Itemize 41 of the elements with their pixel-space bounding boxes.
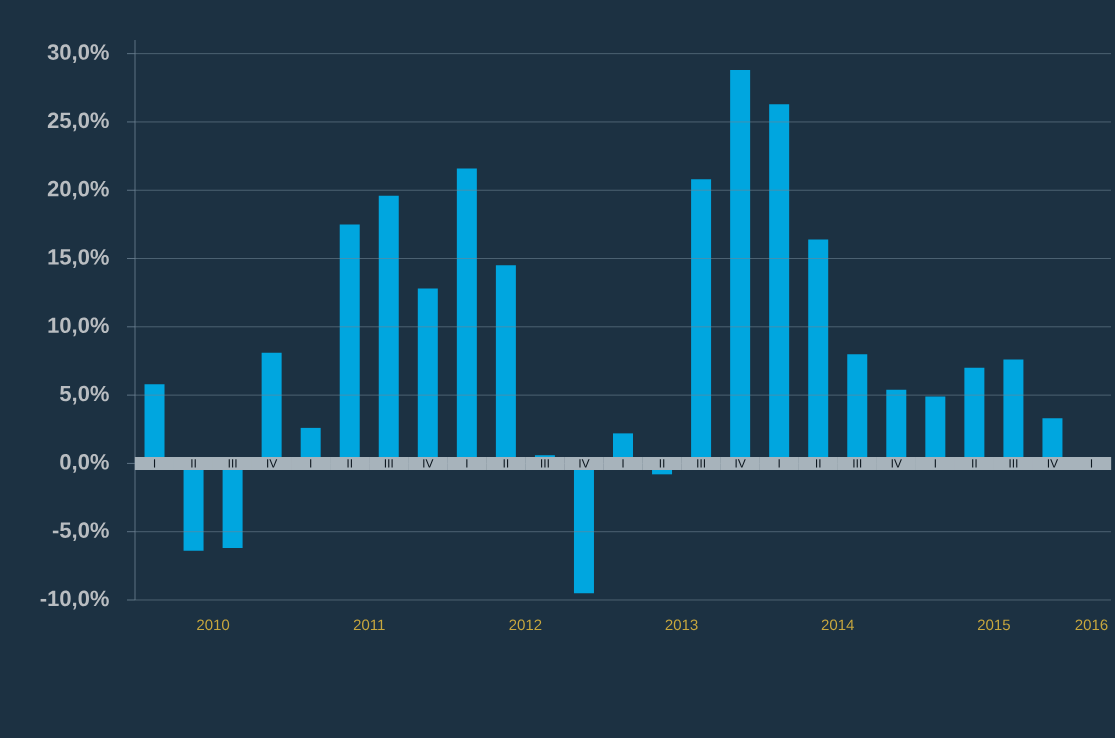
text: 2010	[197, 619, 230, 631]
x-tick-label: IV	[267, 459, 278, 468]
x-tick-label: IV	[735, 459, 746, 468]
x-tick-label: I	[310, 459, 312, 468]
x-tick-label: IV	[891, 459, 902, 468]
text: 2014	[821, 619, 854, 631]
x-tick-label: I	[1090, 459, 1093, 468]
y-tick-label: -10,0%	[40, 590, 109, 610]
x-tick-label: IV	[423, 459, 434, 468]
x-tick-label: I	[466, 459, 468, 468]
x-tick-label: II	[815, 459, 821, 468]
x-tick-label: III	[384, 459, 393, 468]
x-tick-label: I	[622, 459, 624, 468]
y-tick-label: 15,0%	[48, 249, 109, 268]
x-tick-label: II	[191, 459, 196, 468]
x-tick-label: III	[1009, 459, 1018, 468]
x-tick-label: I	[778, 459, 780, 468]
x-tick-label: IV	[579, 459, 590, 468]
x-tick-label: III	[228, 459, 237, 468]
x-tick-label: II	[659, 459, 665, 468]
x-tick-label: I	[153, 459, 156, 468]
text: 2011	[353, 619, 385, 631]
x-tick-label: III	[853, 459, 862, 468]
x-tick-label: II	[347, 459, 352, 468]
y-tick-label: -5,0%	[52, 522, 109, 542]
x-tick-label: II	[972, 459, 977, 468]
x-tick-label: II	[503, 459, 509, 468]
x-tick-label: III	[541, 459, 549, 468]
y-tick-label: 5,0%	[60, 385, 109, 405]
text: 2015	[977, 619, 1010, 631]
y-tick-label: 25,0%	[47, 112, 109, 132]
y-tick-label: 20,0%	[47, 180, 109, 200]
x-tick-label: III	[697, 459, 705, 468]
y-tick-label: 30,0%	[47, 44, 109, 64]
x-tick-label: IV	[1047, 459, 1059, 468]
y-tick-label: 10,0%	[48, 317, 109, 337]
text: 2016	[1075, 619, 1108, 631]
y-tick-label: 0,0%	[60, 454, 109, 473]
text: 2012	[509, 619, 542, 631]
x-tick-label: I	[934, 459, 936, 468]
text: 2013	[665, 619, 698, 631]
